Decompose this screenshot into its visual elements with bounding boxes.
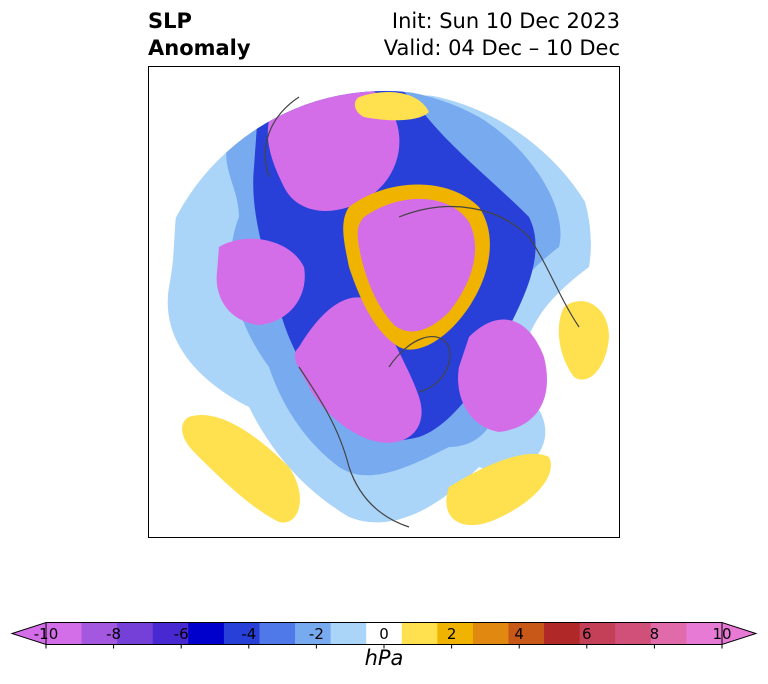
colorbar-swatch: [366, 622, 403, 645]
colorbar-tick-label: 6: [582, 625, 592, 643]
valid-date-label: Valid: 04 Dec – 10 Dec: [383, 36, 620, 60]
title-variable-line1: SLP: [148, 9, 192, 33]
colorbar-tick-label: 8: [649, 625, 660, 643]
colorbar-tick-label: 10: [712, 625, 732, 643]
anomaly-low-center-atlantic: [458, 319, 547, 432]
chart-title-variable: SLP Anomaly: [148, 8, 251, 62]
anomaly-field: [167, 91, 609, 526]
coastline-asia-pacific: [264, 96, 300, 178]
colorbar-swatch: [330, 622, 367, 645]
colorbar-swatch: [508, 622, 545, 645]
colorbar-swatch: [437, 622, 474, 645]
coastline-greenland: [388, 336, 451, 393]
colorbar-swatch: [223, 622, 260, 645]
colorbar-swatch: [152, 622, 189, 645]
colorbar-swatch: [686, 622, 723, 645]
colorbar-swatch: [117, 622, 154, 645]
colorbar-swatch: [188, 622, 225, 645]
anomaly-map: [167, 91, 609, 528]
colorbar-unit-label: hPa: [364, 646, 404, 670]
coastline-eurasia: [398, 206, 580, 328]
anomaly-low-center-east-pacific: [216, 238, 305, 325]
chart-title-dates: Init: Sun 10 Dec 2023 Valid: 04 Dec – 10…: [384, 8, 620, 62]
anomaly-high-region-siberia: [354, 92, 429, 121]
colorbar-tick-label: -2: [308, 625, 324, 643]
colorbar-swatch: [46, 622, 83, 645]
colorbar-tick-label: 2: [446, 625, 457, 643]
coastlines: [264, 96, 580, 528]
colorbar-tick-label: 0: [379, 625, 389, 643]
colorbar-swatch: [259, 622, 296, 645]
colorbar: [10, 621, 758, 649]
colorbar-swatch: [650, 622, 687, 645]
anomaly-high-region-subtropical-atlantic: [446, 453, 551, 526]
colorbar-swatch: [295, 622, 332, 645]
colorbar-swatch: [579, 622, 616, 645]
colorbar-swatch: [544, 622, 581, 645]
anomaly-high-region-subtropical-pacific: [182, 415, 300, 523]
map-panel: [148, 66, 620, 538]
coastline-north-america: [298, 366, 410, 528]
colorbar-tick-label: -8: [106, 625, 122, 643]
colorbar-swatch: [401, 622, 438, 645]
colorbar-swatch: [81, 622, 118, 645]
colorbar-swatch: [615, 622, 652, 645]
colorbar-tick-label: -10: [33, 625, 59, 643]
colorbar-tick-label: 4: [514, 625, 524, 643]
colorbar-swatch: [472, 622, 510, 645]
title-variable-line2: Anomaly: [148, 36, 251, 60]
anomaly-high-region-europe: [558, 301, 609, 380]
init-date-label: Init: Sun 10 Dec 2023: [391, 9, 620, 33]
colorbar-tick-label: -6: [173, 625, 189, 643]
anomaly-high-center-arctic: [357, 198, 476, 332]
colorbar-tick-label: -4: [241, 625, 257, 643]
